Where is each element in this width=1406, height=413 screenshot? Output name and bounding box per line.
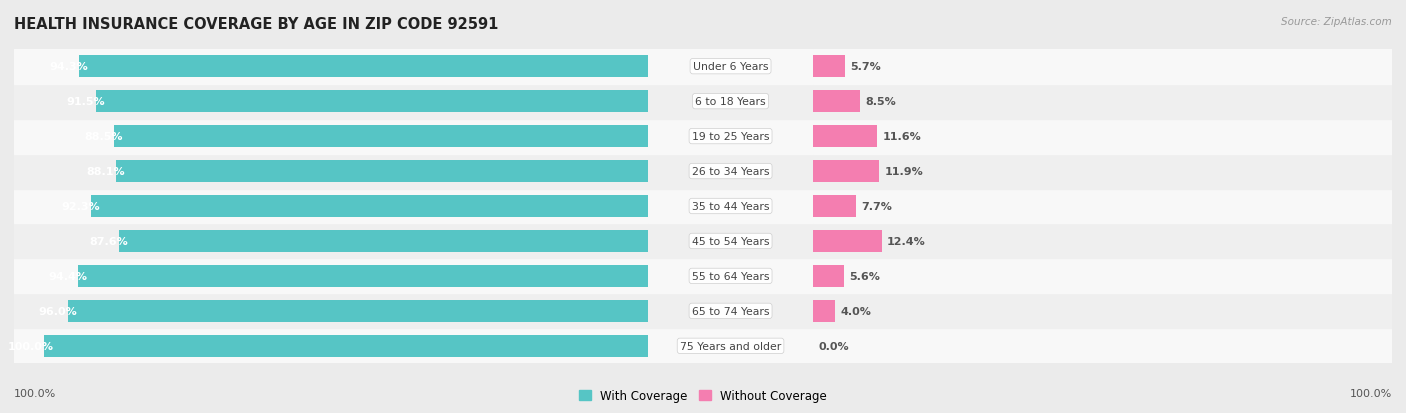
Text: 45 to 54 Years: 45 to 54 Years xyxy=(692,236,769,247)
Bar xyxy=(648,84,813,119)
Text: 5.7%: 5.7% xyxy=(851,62,882,72)
Bar xyxy=(813,50,1392,84)
Bar xyxy=(648,154,813,189)
Text: 4.0%: 4.0% xyxy=(841,306,872,316)
Text: 94.3%: 94.3% xyxy=(49,62,87,72)
Bar xyxy=(14,329,648,363)
Text: 100.0%: 100.0% xyxy=(14,388,56,398)
Bar xyxy=(117,161,648,183)
Bar xyxy=(14,294,648,329)
Bar xyxy=(44,335,648,357)
Text: 7.7%: 7.7% xyxy=(862,202,891,211)
Bar xyxy=(813,224,1392,259)
Bar xyxy=(91,196,648,217)
Bar xyxy=(813,126,877,147)
Text: 100.0%: 100.0% xyxy=(1350,388,1392,398)
Text: 94.4%: 94.4% xyxy=(48,271,87,281)
Bar xyxy=(813,154,1392,189)
Bar xyxy=(813,300,835,322)
Legend: With Coverage, Without Coverage: With Coverage, Without Coverage xyxy=(574,385,832,407)
Bar xyxy=(14,84,648,119)
Bar xyxy=(813,266,844,287)
Bar xyxy=(648,224,813,259)
Text: Under 6 Years: Under 6 Years xyxy=(693,62,768,72)
Text: 92.3%: 92.3% xyxy=(60,202,100,211)
Bar xyxy=(813,119,1392,154)
Bar xyxy=(648,329,813,363)
Bar xyxy=(648,189,813,224)
Text: 26 to 34 Years: 26 to 34 Years xyxy=(692,166,769,177)
Bar xyxy=(14,154,648,189)
Bar xyxy=(648,259,813,294)
Text: 91.5%: 91.5% xyxy=(66,97,104,107)
Text: 0.0%: 0.0% xyxy=(818,341,849,351)
Bar xyxy=(813,84,1392,119)
Text: 65 to 74 Years: 65 to 74 Years xyxy=(692,306,769,316)
Bar xyxy=(14,189,648,224)
Bar xyxy=(120,230,648,252)
Bar xyxy=(813,189,1392,224)
Bar xyxy=(813,259,1392,294)
Bar xyxy=(813,294,1392,329)
Bar xyxy=(813,196,856,217)
Text: 87.6%: 87.6% xyxy=(90,236,128,247)
Text: 12.4%: 12.4% xyxy=(887,236,925,247)
Text: 5.6%: 5.6% xyxy=(849,271,880,281)
Bar xyxy=(14,119,648,154)
Bar xyxy=(648,50,813,84)
Text: 96.0%: 96.0% xyxy=(39,306,77,316)
Bar xyxy=(813,56,845,78)
Bar xyxy=(69,300,648,322)
Bar xyxy=(79,56,648,78)
Text: 11.6%: 11.6% xyxy=(883,132,921,142)
Bar xyxy=(79,266,648,287)
Bar xyxy=(648,294,813,329)
Bar xyxy=(813,161,879,183)
Bar xyxy=(96,91,648,113)
Text: 35 to 44 Years: 35 to 44 Years xyxy=(692,202,769,211)
Bar xyxy=(14,224,648,259)
Text: HEALTH INSURANCE COVERAGE BY AGE IN ZIP CODE 92591: HEALTH INSURANCE COVERAGE BY AGE IN ZIP … xyxy=(14,17,499,31)
Text: 88.5%: 88.5% xyxy=(84,132,122,142)
Text: 75 Years and older: 75 Years and older xyxy=(681,341,782,351)
Text: 88.1%: 88.1% xyxy=(87,166,125,177)
Text: 11.9%: 11.9% xyxy=(884,166,924,177)
Bar xyxy=(648,119,813,154)
Bar xyxy=(14,50,648,84)
Text: 19 to 25 Years: 19 to 25 Years xyxy=(692,132,769,142)
Bar xyxy=(14,259,648,294)
Bar xyxy=(813,230,882,252)
Bar xyxy=(114,126,648,147)
Bar xyxy=(813,329,1392,363)
Bar xyxy=(813,91,860,113)
Text: 100.0%: 100.0% xyxy=(7,341,53,351)
Text: 8.5%: 8.5% xyxy=(866,97,897,107)
Text: Source: ZipAtlas.com: Source: ZipAtlas.com xyxy=(1281,17,1392,26)
Text: 55 to 64 Years: 55 to 64 Years xyxy=(692,271,769,281)
Text: 6 to 18 Years: 6 to 18 Years xyxy=(695,97,766,107)
